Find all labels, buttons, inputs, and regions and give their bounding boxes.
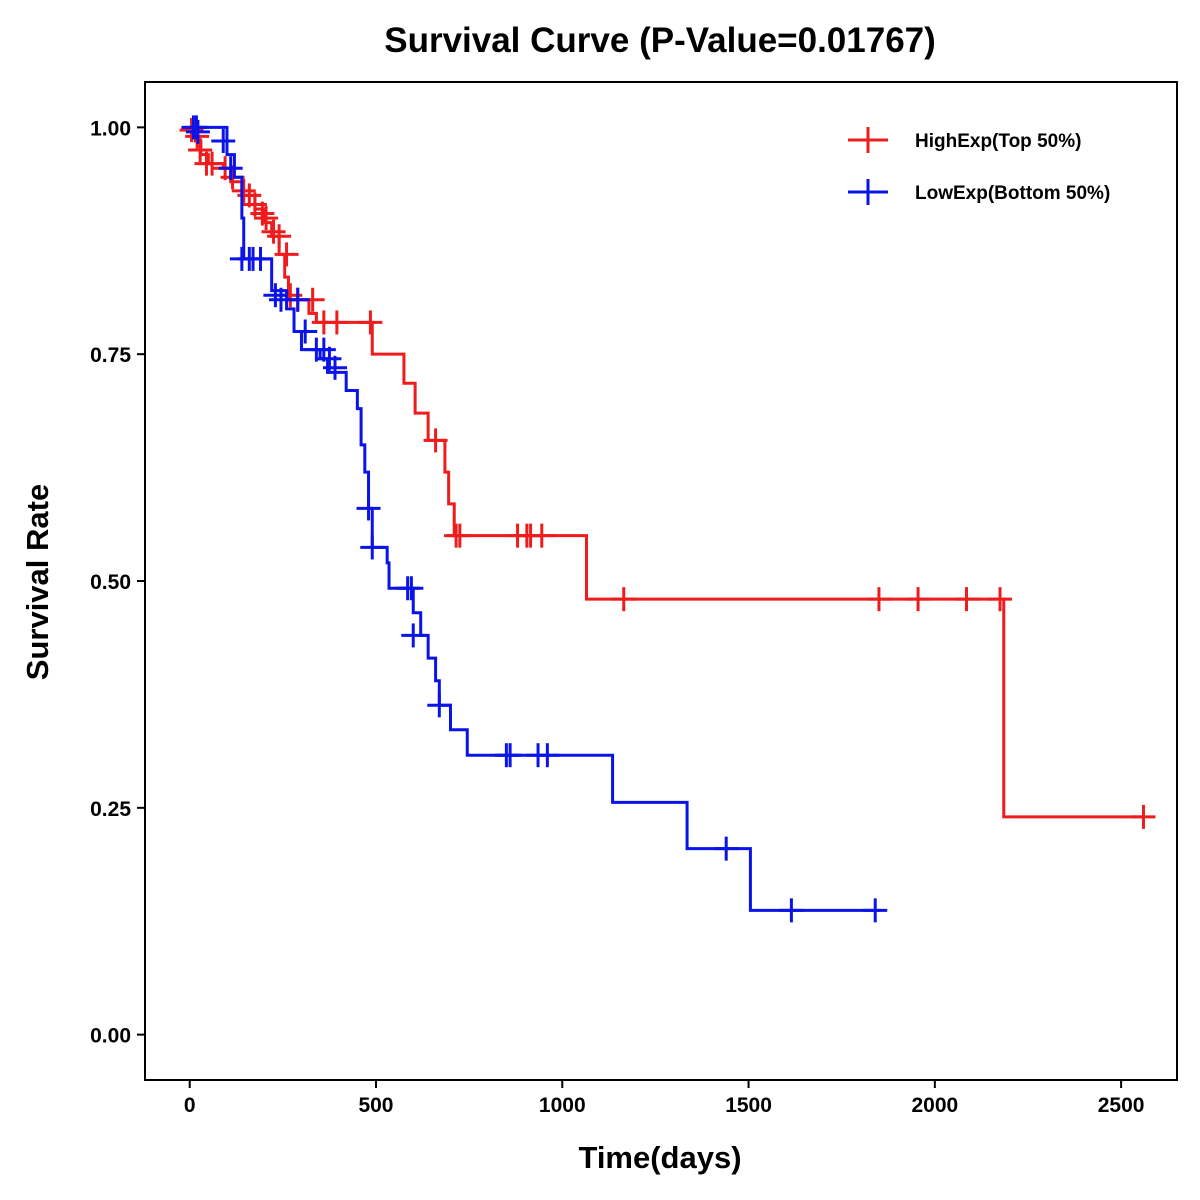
- y-tick-label: 0.50: [90, 571, 131, 594]
- censor-mark: [356, 496, 381, 521]
- y-tick-label: 1.00: [90, 117, 131, 140]
- censor-mark: [447, 523, 472, 548]
- censor-mark: [231, 178, 256, 203]
- legend-label: HighExp(Top 50%): [915, 131, 1081, 152]
- censor-mark: [779, 898, 804, 923]
- x-tick-label: 1500: [725, 1094, 772, 1117]
- censor-mark: [863, 898, 888, 923]
- censor-mark: [254, 206, 279, 231]
- y-tick-label: 0.00: [90, 1025, 131, 1048]
- censor-mark: [179, 118, 204, 143]
- censor-mark: [498, 743, 523, 768]
- legend-item: LowExp(Bottom 50%): [848, 179, 1110, 205]
- censor-mark: [954, 587, 979, 612]
- y-axis-label: Survival Rate: [20, 484, 55, 680]
- plot-frame-group: [144, 81, 1178, 1081]
- censor-mark: [323, 355, 348, 380]
- censor-mark: [401, 623, 426, 648]
- x-axis: 0 500 1000 1500 2000 2500: [184, 1080, 1145, 1117]
- censor-mark: [1131, 804, 1156, 829]
- censor-mark: [423, 428, 448, 453]
- censor-mark: [358, 310, 383, 335]
- censor-mark: [293, 319, 318, 344]
- x-tick-label: 1000: [539, 1094, 586, 1117]
- censor-mark: [324, 310, 349, 335]
- series-line-low-exp: [189, 125, 881, 912]
- censor-mark: [285, 287, 310, 312]
- censor-mark: [250, 201, 275, 226]
- x-tick-label: 2500: [1098, 1094, 1145, 1117]
- legend-item: HighExp(Top 50%): [848, 127, 1081, 153]
- censor-mark: [218, 156, 243, 181]
- censor-mark: [261, 219, 286, 244]
- censor-mark: [399, 576, 424, 601]
- censor-mark: [906, 587, 931, 612]
- censor-mark: [714, 836, 739, 861]
- legend-label: LowExp(Bottom 50%): [915, 183, 1110, 204]
- series-group: [179, 115, 1156, 923]
- censor-mark: [866, 587, 891, 612]
- y-axis: 0.00 0.25 0.50 0.75 1.00: [90, 117, 145, 1048]
- chart-title: Survival Curve (P-Value=0.01767): [384, 21, 936, 60]
- x-tick-label: 0: [184, 1094, 196, 1117]
- censor-mark: [211, 128, 236, 153]
- censor-mark: [535, 743, 560, 768]
- censor-mark: [200, 151, 225, 176]
- y-tick-label: 0.75: [90, 344, 131, 367]
- x-tick-label: 500: [358, 1094, 393, 1117]
- x-axis-label: Time(days): [578, 1140, 741, 1175]
- censor-mark: [185, 119, 210, 144]
- y-tick-label: 0.25: [90, 798, 131, 821]
- censor-mark: [188, 138, 213, 163]
- censor-mark: [263, 283, 288, 308]
- plot-frame: [144, 81, 1178, 1081]
- legend: HighExp(Top 50%) LowExp(Bottom 50%): [848, 127, 1110, 205]
- censor-mark: [360, 535, 385, 560]
- censor-mark: [529, 523, 554, 548]
- censor-mark: [274, 242, 299, 267]
- censor-mark: [988, 587, 1013, 612]
- x-tick-label: 2000: [911, 1094, 958, 1117]
- censor-mark: [248, 246, 273, 271]
- series-line-high-exp: [189, 125, 1144, 819]
- censor-mark: [267, 224, 292, 249]
- censor-mark: [611, 587, 636, 612]
- censor-mark: [427, 693, 452, 718]
